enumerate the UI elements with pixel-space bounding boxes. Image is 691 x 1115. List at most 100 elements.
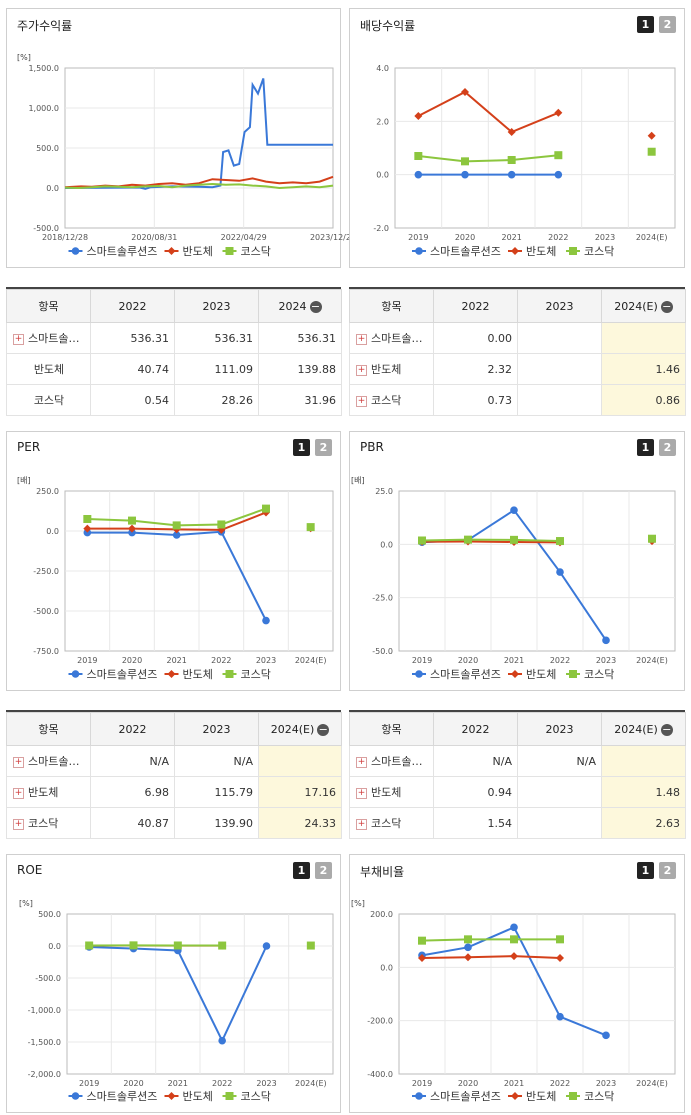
x-tick-label: 2019 [79, 1079, 99, 1088]
x-tick-label: 2024(E) [295, 1079, 327, 1088]
expand-plus-icon[interactable]: + [356, 364, 367, 376]
y-tick-label: -1,500.0 [28, 1038, 61, 1047]
data-point [464, 943, 472, 952]
data-point [415, 670, 423, 678]
value-cell: 1.48 [601, 776, 686, 808]
page-1-button[interactable]: 1 [637, 862, 654, 879]
data-table: 항목 2022 2023 2024(E) − + 스마트솔… 0.00 + 반도체 2.32 1.46… [349, 289, 686, 416]
legend-label: 반도체 [183, 668, 213, 681]
page-1-button[interactable]: 1 [293, 862, 310, 879]
data-point [510, 935, 518, 944]
x-tick-label: 2019 [77, 656, 97, 665]
stock-return-table: 항목 2022 2023 2024− + 스마트솔… 536.31 536.31 536.31 반… [6, 287, 342, 416]
page-selector: 1 2 [637, 16, 676, 33]
row-name-cell: + 스마트솔… [349, 745, 434, 777]
y-tick-label: 0.0 [46, 527, 59, 536]
page-2-button[interactable]: 2 [315, 439, 332, 456]
expand-plus-icon[interactable]: + [356, 333, 367, 345]
data-point [414, 152, 423, 160]
page-1-button[interactable]: 1 [293, 439, 310, 456]
collapse-icon[interactable]: − [660, 722, 673, 736]
legend-label: 코스닥 [584, 1090, 614, 1103]
page-2-button[interactable]: 2 [659, 16, 676, 33]
legend-label: 스마트솔루션즈 [87, 1090, 158, 1103]
column-header: 항목 [349, 289, 434, 323]
table-row: + 스마트솔… N/A N/A [349, 745, 686, 777]
page-1-button[interactable]: 1 [637, 16, 654, 33]
roe-chart: [%] 500.0 0.0 -500.0 -1,000.0 -1,500.0 -2,000.… [19, 899, 334, 1103]
legend-item: 스마트솔루션즈 [68, 245, 157, 258]
expand-plus-icon[interactable]: + [13, 818, 24, 830]
data-point [71, 670, 80, 678]
expand-plus-icon[interactable]: + [356, 395, 367, 407]
legend-label: 스마트솔루션즈 [87, 668, 158, 681]
y-tick-label: 25.0 [375, 487, 393, 496]
page-selector: 1 2 [293, 439, 332, 456]
panel-title: ROE [17, 863, 43, 877]
series-circle [85, 942, 271, 1045]
expand-plus-icon[interactable]: + [13, 333, 24, 345]
column-header-label: 항목 [38, 723, 59, 736]
data-point [556, 954, 564, 962]
row-name-label: 코스닥 [371, 817, 402, 830]
data-point [225, 1092, 234, 1100]
legend-label: 코스닥 [241, 1090, 271, 1103]
data-point [569, 670, 577, 678]
page-2-button[interactable]: 2 [659, 439, 676, 456]
expand-plus-icon[interactable]: + [356, 787, 367, 799]
series-square [85, 941, 315, 950]
page-1-button[interactable]: 1 [637, 439, 654, 456]
collapse-icon[interactable]: − [317, 722, 330, 736]
panel-dividend-yield: 배당수익률 1 2 4.0 2.0 0.0 -2.0 2019 2020 2021 2022 2… [349, 8, 685, 268]
data-point [648, 534, 656, 543]
x-tick-label: 2021 [504, 1079, 524, 1088]
x-tick-label: 2022 [548, 233, 568, 242]
row-name-label: 반도체 [33, 363, 65, 376]
series-diamond [414, 88, 656, 140]
data-point [128, 516, 136, 525]
column-header: 2023 [174, 712, 259, 746]
y-tick-label: 2.0 [376, 117, 389, 126]
row-name-label: 반도체 [371, 363, 402, 376]
y-tick-label: -50.0 [372, 647, 393, 656]
data-point [225, 247, 234, 255]
value-cell [517, 776, 602, 808]
data-point [510, 506, 518, 514]
collapse-icon[interactable]: − [660, 299, 673, 313]
table-row: + 스마트솔… 0.00 [349, 322, 686, 354]
value-cell: 2.63 [601, 807, 686, 839]
value-cell: 115.79 [174, 776, 259, 808]
y-tick-label: -750.0 [33, 647, 59, 656]
legend-item: 스마트솔루션즈 [412, 245, 501, 258]
value-cell: 536.31 [174, 322, 259, 354]
legend-label: 반도체 [183, 245, 213, 258]
unit-label: [%] [17, 53, 31, 62]
x-tick-label: 2024(E) [636, 1079, 668, 1088]
legend-item: 반도체 [164, 1090, 213, 1103]
expand-plus-icon[interactable]: + [356, 818, 367, 830]
page-2-button[interactable]: 2 [315, 862, 332, 879]
expand-plus-icon[interactable]: + [13, 756, 24, 768]
data-point [418, 954, 426, 962]
unit-label: [배] [17, 476, 31, 485]
y-tick-label: -25.0 [372, 594, 393, 603]
data-point [569, 247, 577, 255]
value-cell [258, 745, 342, 777]
table-row: + 스마트솔… 536.31 536.31 536.31 [6, 322, 342, 354]
value-cell: 17.16 [258, 776, 342, 808]
series-line [421, 540, 561, 544]
panel-stock-return: 주가수익률 [%] 1,500.0 1,000.0 500.0 0.0 -500.0 201… [6, 8, 356, 268]
data-point [647, 131, 656, 140]
collapse-icon[interactable]: − [309, 299, 322, 313]
data-point [511, 1092, 519, 1100]
series-line [89, 945, 268, 1044]
expand-plus-icon[interactable]: + [356, 756, 367, 768]
column-header-label: 2023 [545, 722, 574, 736]
page-2-button[interactable]: 2 [659, 862, 676, 879]
column-header-label: 2023 [545, 299, 574, 313]
value-cell: N/A [433, 745, 518, 777]
legend-item: 코스닥 [566, 245, 614, 258]
row-name-label: 스마트솔… [28, 332, 80, 345]
data-point [510, 923, 518, 932]
expand-plus-icon[interactable]: + [13, 787, 24, 799]
